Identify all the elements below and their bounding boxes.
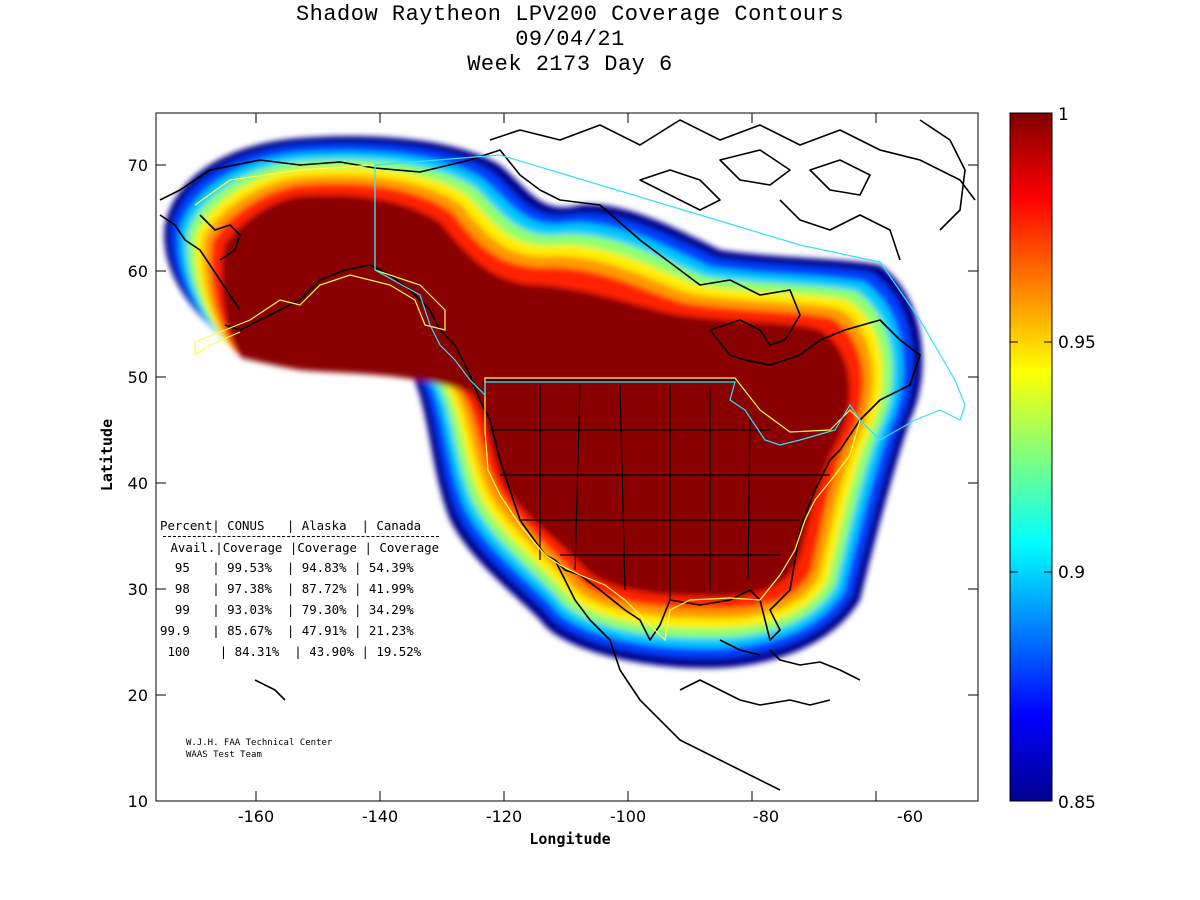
cell-conus: 85.67% — [227, 623, 272, 638]
cell-alaska: 79.30% — [301, 602, 347, 617]
cell-canada: 54.39% — [368, 560, 414, 575]
x-tick-label: -100 — [610, 807, 646, 826]
cell-canada: 41.99% — [368, 581, 414, 596]
cell-conus: 97.38% — [227, 581, 272, 596]
y-tick-label: 40 — [128, 474, 148, 493]
y-axis-label: Latitude — [98, 419, 116, 491]
cell-conus: 84.31% — [234, 644, 280, 659]
title-line-3: Week 2173 Day 6 — [467, 52, 673, 77]
cell-avail: 99.9 — [160, 623, 190, 638]
cell-alaska: 47.91% — [301, 623, 347, 638]
header-coverage: Coverage — [297, 540, 357, 555]
cell-avail: 95 — [174, 560, 190, 575]
header-alaska: Alaska — [301, 518, 347, 533]
colorbar-label: 1 — [1058, 105, 1069, 125]
contour-band-1.0 — [221, 195, 850, 597]
y-tick-label: 30 — [128, 580, 148, 599]
colorbar-label: 0.95 — [1058, 333, 1096, 353]
x-tick-label: -60 — [897, 807, 923, 826]
credit-line-1: W.J.H. FAA Technical Center — [186, 738, 333, 748]
x-ticks — [255, 113, 877, 801]
table-row: 100 | 84.31% | 43.90% | 19.52% — [167, 644, 422, 659]
credit-line-2: WAAS Test Team — [186, 750, 262, 760]
cell-canada: 19.52% — [376, 644, 422, 659]
x-tick-label: -80 — [753, 807, 779, 826]
coverage-table-header-1: Percent| CONUS | Alaska | Canada — [160, 518, 422, 533]
header-avail: Avail. — [170, 540, 216, 555]
colorbar-label: 0.85 — [1058, 793, 1096, 813]
coverage-contours — [164, 136, 923, 669]
y-tick-label: 50 — [128, 368, 148, 387]
colorbar — [1009, 112, 1053, 802]
table-row: 98 | 97.38% | 87.72% | 41.99% — [174, 581, 414, 596]
cell-canada: 34.29% — [368, 602, 414, 617]
state-borders — [485, 379, 830, 600]
cell-alaska: 43.90% — [309, 644, 354, 659]
y-ticks — [156, 164, 978, 696]
colorbar-ticks — [1010, 341, 1052, 573]
title-line-1: Shadow Raytheon LPV200 Coverage Contours — [295, 2, 845, 27]
y-tick-label: 70 — [128, 156, 148, 175]
cell-avail: 99 — [174, 602, 190, 617]
cell-conus: 93.03% — [227, 602, 272, 617]
table-row: 99.9 | 85.67% | 47.91% | 21.23% — [160, 623, 414, 638]
coverage-table-header-2: Avail.|Coverage |Coverage | Coverage — [163, 536, 440, 558]
x-tick-label: -120 — [486, 807, 522, 826]
cell-canada: 21.23% — [368, 623, 414, 638]
y-tick-label: 60 — [128, 262, 148, 281]
header-conus: CONUS — [227, 518, 265, 533]
y-tick-label: 20 — [128, 686, 148, 705]
x-tick-label: -140 — [362, 807, 398, 826]
cell-conus: 99.53% — [227, 560, 272, 575]
region-outlines — [194, 154, 966, 642]
canada-outline — [374, 154, 966, 446]
cell-alaska: 87.72% — [301, 581, 347, 596]
table-row: 99 | 93.03% | 79.30% | 34.29% — [174, 602, 414, 617]
header-coverage: Coverage — [222, 540, 283, 555]
x-tick-label: -160 — [238, 807, 274, 826]
plot-frame — [155, 112, 979, 802]
colorbar-label: 0.9 — [1058, 563, 1085, 583]
y-tick-label: 10 — [128, 792, 148, 811]
cell-avail: 100 — [167, 644, 190, 659]
cell-alaska: 94.83% — [301, 560, 347, 575]
table-row: 95 | 99.53% | 94.83% | 54.39% — [174, 560, 414, 575]
cell-avail: 98 — [174, 581, 190, 596]
header-percent: Percent — [160, 518, 213, 533]
title-line-2: 09/04/21 — [515, 27, 625, 52]
header-canada: Canada — [376, 518, 422, 533]
x-axis-label: Longitude — [529, 830, 610, 848]
header-coverage: Coverage — [379, 540, 440, 555]
